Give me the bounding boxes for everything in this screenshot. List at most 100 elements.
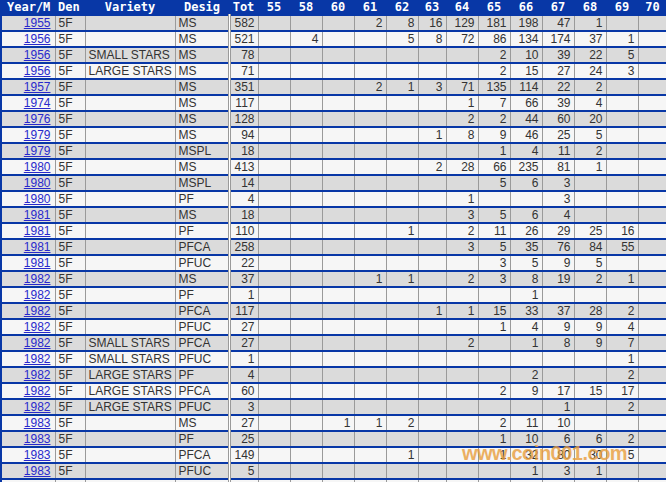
grade-68-cell: 2	[574, 271, 606, 287]
grade-67-cell: 22	[542, 79, 574, 95]
year-link[interactable]: 1982	[24, 400, 51, 414]
grade-60-cell	[322, 191, 354, 207]
tot-cell: 18	[229, 207, 258, 223]
grade-63-cell	[418, 255, 446, 271]
grade-70-cell	[638, 95, 666, 111]
year-link[interactable]: 1981	[24, 224, 51, 238]
grade-58-cell	[290, 95, 322, 111]
grade-70-cell	[638, 255, 666, 271]
grade-70-cell	[638, 351, 666, 367]
year-link[interactable]: 1982	[24, 288, 51, 302]
grade-62-cell	[386, 63, 418, 79]
grade-62-cell: 8	[386, 15, 418, 31]
grade-66-cell: 198	[510, 15, 542, 31]
year-link[interactable]: 1980	[24, 176, 51, 190]
year-cell: 1982	[1, 399, 55, 415]
grade-62-cell: 1	[386, 271, 418, 287]
grade-68-cell: 84	[574, 239, 606, 255]
year-link[interactable]: 1956	[24, 32, 51, 46]
desig-cell: PF	[175, 191, 229, 207]
year-link[interactable]: 1982	[24, 384, 51, 398]
grade-66-cell: 1	[510, 463, 542, 479]
year-link[interactable]: 1955	[24, 16, 51, 30]
grade-55-cell	[258, 335, 290, 351]
year-link[interactable]: 1983	[24, 448, 51, 462]
tot-cell: 71	[229, 63, 258, 79]
grade-62-cell	[386, 239, 418, 255]
year-link[interactable]: 1979	[24, 128, 51, 142]
year-link[interactable]: 1957	[24, 80, 51, 94]
grade-58-cell	[290, 367, 322, 383]
year-link[interactable]: 1982	[24, 368, 51, 382]
grade-70-cell	[638, 271, 666, 287]
grade-68-cell: 22	[574, 47, 606, 63]
year-link[interactable]: 1976	[24, 112, 51, 126]
den-cell: 5F	[55, 447, 85, 463]
year-link[interactable]: 1981	[24, 208, 51, 222]
year-link[interactable]: 1983	[24, 432, 51, 446]
grade-60-cell	[322, 399, 354, 415]
year-link[interactable]: 1980	[24, 192, 51, 206]
grade-63-cell	[418, 431, 446, 447]
grade-60-cell	[322, 335, 354, 351]
grade-70-cell	[638, 191, 666, 207]
year-cell: 1956	[1, 31, 55, 47]
year-link[interactable]: 1979	[24, 144, 51, 158]
grade-55-cell	[258, 383, 290, 399]
grade-63-cell	[418, 271, 446, 287]
grade-65-cell: 2	[478, 111, 510, 127]
year-link[interactable]: 1981	[24, 240, 51, 254]
year-link[interactable]: 1982	[24, 304, 51, 318]
year-link[interactable]: 1974	[24, 96, 51, 110]
grade-65-cell	[478, 367, 510, 383]
table-row: 19815FMS183564	[1, 207, 666, 223]
grade-61-cell: 1	[354, 271, 386, 287]
grade-58-cell	[290, 239, 322, 255]
grade-67-cell: 25	[542, 127, 574, 143]
grade-70-cell	[638, 111, 666, 127]
grade-67-cell: 19	[542, 271, 574, 287]
year-link[interactable]: 1982	[24, 352, 51, 366]
year-cell: 1979	[1, 143, 55, 159]
grade-68-cell: 5	[574, 255, 606, 271]
grade-69-cell	[606, 15, 638, 31]
table-row: 19825FLARGE STARSPFCA6029171517	[1, 383, 666, 399]
year-link[interactable]: 1956	[24, 48, 51, 62]
grade-55-cell	[258, 239, 290, 255]
year-link[interactable]: 1980	[24, 160, 51, 174]
grade-70-cell	[638, 287, 666, 303]
grade-70-cell	[638, 319, 666, 335]
grade-60-cell	[322, 463, 354, 479]
year-link[interactable]: 1956	[24, 64, 51, 78]
year-link[interactable]: 1981	[24, 256, 51, 270]
grade-62-cell	[386, 191, 418, 207]
grade-64-cell: 3	[446, 207, 478, 223]
year-link[interactable]: 1982	[24, 336, 51, 350]
year-cell: 1956	[1, 63, 55, 79]
year-link[interactable]: 1982	[24, 320, 51, 334]
grade-60-cell	[322, 287, 354, 303]
den-cell: 5F	[55, 223, 85, 239]
year-link[interactable]: 1983	[24, 416, 51, 430]
tot-cell: 1	[229, 351, 258, 367]
year-link[interactable]: 1982	[24, 272, 51, 286]
grade-62-cell	[386, 159, 418, 175]
grade-62-cell	[386, 287, 418, 303]
tot-cell: 1	[229, 287, 258, 303]
grade-62-cell	[386, 399, 418, 415]
grade-55-cell	[258, 399, 290, 415]
desig-cell: PFCA	[175, 335, 229, 351]
year-cell: 1957	[1, 79, 55, 95]
grade-62-cell	[386, 367, 418, 383]
year-link[interactable]: 1983	[24, 464, 51, 478]
tot-cell: 582	[229, 15, 258, 31]
den-cell: 5F	[55, 111, 85, 127]
grade-63-cell	[418, 63, 446, 79]
grade-64-cell	[446, 47, 478, 63]
grade-61-cell: 2	[354, 15, 386, 31]
grade-61-cell	[354, 319, 386, 335]
grade-65-cell: 3	[478, 271, 510, 287]
column-header-63: 63	[418, 0, 446, 15]
grade-58-cell	[290, 111, 322, 127]
den-cell: 5F	[55, 159, 85, 175]
